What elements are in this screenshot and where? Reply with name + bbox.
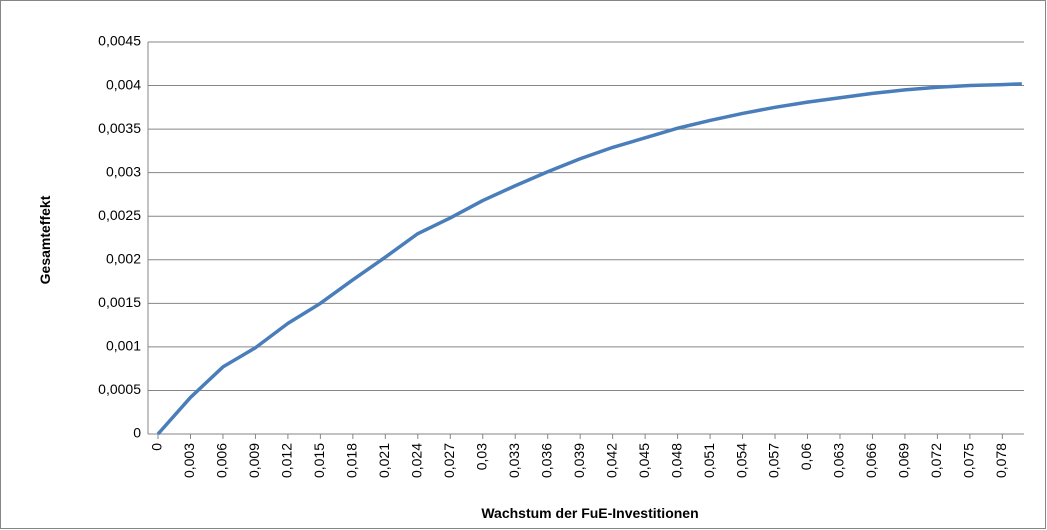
x-tick-label: 0,006: [214, 443, 230, 478]
x-tick-label: 0,078: [993, 443, 1009, 478]
x-tick-label: 0,033: [506, 443, 522, 478]
y-tick-label: 0,0025: [98, 207, 141, 223]
x-tick-label: 0,06: [798, 443, 814, 470]
x-tick-label: 0,039: [571, 443, 587, 478]
x-tick-label: 0,024: [409, 443, 425, 478]
x-tick-label: 0,051: [701, 443, 717, 478]
y-tick-label: 0,002: [106, 250, 141, 266]
x-tick-label: 0,012: [279, 443, 295, 478]
y-tick-label: 0: [133, 425, 141, 441]
y-tick-label: 0,0015: [98, 294, 141, 310]
y-tick-label: 0,0045: [98, 33, 141, 49]
x-tick-label: 0,054: [733, 443, 749, 478]
x-tick-label: 0,015: [311, 443, 327, 478]
y-axis-title: Gesamteffekt: [37, 195, 53, 284]
x-tick-label: 0,018: [344, 443, 360, 478]
data-line: [156, 82, 1022, 436]
x-tick-label: 0,03: [473, 443, 489, 470]
x-tick-label: 0,042: [603, 443, 619, 478]
x-tick-label: 0,045: [636, 443, 652, 478]
x-tick-label: 0,066: [863, 443, 879, 478]
x-axis-title: Wachstum der FuE-Investitionen: [481, 505, 698, 521]
x-tick-label: 0,072: [928, 443, 944, 478]
x-tick-label: 0,036: [538, 443, 554, 478]
x-tick-label: 0,048: [668, 443, 684, 478]
y-tick-label: 0,003: [106, 163, 141, 179]
x-tick-label: 0,009: [246, 443, 262, 478]
x-tick-label: 0,027: [441, 443, 457, 478]
y-tick-label: 0,004: [106, 76, 141, 92]
x-tick-label: 0,003: [181, 443, 197, 478]
x-tick-label: 0,063: [831, 443, 847, 478]
x-tick-label: 0,075: [961, 443, 977, 478]
x-tick-label: 0,069: [896, 443, 912, 478]
x-tick-label: 0,057: [766, 443, 782, 478]
x-tick-label: 0: [149, 443, 165, 451]
y-tick-label: 0,001: [106, 338, 141, 354]
x-tick-label: 0,021: [376, 443, 392, 478]
y-tick-label: 0,0035: [98, 120, 141, 136]
y-tick-label: 0,0005: [98, 381, 141, 397]
